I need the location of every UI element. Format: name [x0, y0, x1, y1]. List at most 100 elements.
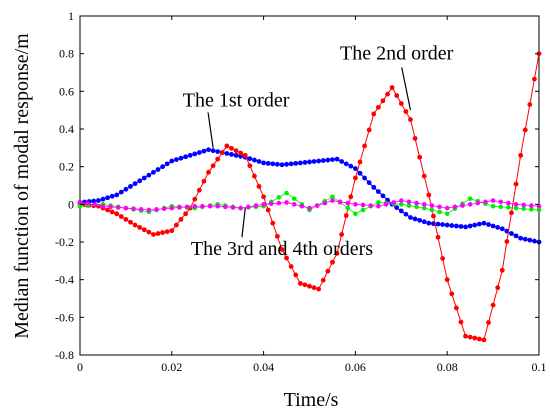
series-point-mode2	[513, 181, 519, 187]
series-point-mode1	[265, 160, 271, 166]
series-point-mode3	[291, 196, 297, 201]
series-point-mode4	[138, 207, 144, 212]
series-point-mode4	[444, 205, 450, 211]
series-point-mode1	[215, 149, 221, 155]
series-point-mode4	[414, 200, 419, 206]
series-point-mode4	[337, 199, 343, 205]
series-point-mode2	[486, 320, 491, 325]
series-point-mode4	[77, 200, 83, 205]
series-point-mode3	[345, 205, 351, 211]
series-point-mode1	[421, 219, 427, 225]
series-point-mode4	[506, 200, 511, 206]
series-point-mode2	[206, 169, 211, 175]
series-point-mode1	[509, 231, 514, 236]
series-point-mode2	[128, 219, 133, 225]
series-point-mode2	[316, 286, 322, 292]
series-point-mode1	[366, 180, 372, 186]
series-point-mode4	[383, 202, 389, 207]
annotation-text: The 2nd order	[340, 42, 454, 64]
series-point-mode2	[444, 277, 450, 283]
series-point-mode1	[109, 193, 115, 199]
series-point-mode4	[452, 204, 458, 210]
series-point-mode1	[458, 224, 464, 229]
series-point-mode2	[252, 173, 257, 179]
series-point-mode2	[421, 173, 427, 179]
series-point-mode1	[472, 222, 478, 228]
y-tick-label: -0.4	[55, 273, 74, 287]
y-tick-group: -0.8 -0.6 -0.4 -0.2 0 0.2 0.4 0.6 0.8 1	[55, 9, 539, 362]
series-point-mode2	[238, 150, 244, 156]
series-point-mode1	[486, 222, 491, 227]
series-point-mode4	[536, 203, 542, 209]
series-point-mode4	[200, 203, 205, 209]
series-point-mode2	[343, 213, 349, 219]
series-point-mode2	[435, 234, 441, 240]
series-point-mode2	[417, 154, 423, 160]
series-point-mode1	[100, 196, 106, 202]
series-point-mode1	[435, 221, 441, 227]
series-point-mode2	[499, 267, 505, 273]
annotation-leader	[241, 208, 246, 238]
series-point-mode2	[325, 268, 331, 274]
annotation-leader	[401, 67, 412, 111]
series-point-mode1	[123, 186, 129, 192]
series-point-mode2	[210, 163, 216, 169]
series-point-mode3	[376, 200, 381, 205]
series-point-mode4	[307, 205, 312, 211]
x-tick-label: 0.06	[345, 360, 366, 374]
series-point-mode4	[115, 205, 121, 210]
series-point-mode1	[499, 226, 505, 232]
annotation-leader	[207, 112, 214, 148]
series-point-mode1	[229, 152, 234, 157]
series-point-mode2	[481, 337, 487, 343]
series-point-mode2	[173, 222, 179, 228]
series-point-mode4	[483, 199, 488, 205]
series-point-mode3	[490, 203, 496, 209]
series-point-mode3	[444, 211, 450, 217]
series-point-mode2	[261, 194, 266, 200]
series-point-mode4	[154, 207, 159, 212]
series-point-mode4	[169, 205, 175, 211]
y-tick-label: 1	[68, 9, 74, 23]
series-point-mode1	[453, 223, 459, 229]
series-point-mode2	[476, 336, 482, 342]
series-point-mode4	[353, 202, 358, 207]
series-point-mode1	[160, 164, 166, 170]
series-point-mode4	[421, 202, 427, 207]
series-point-mode4	[490, 198, 496, 203]
series-point-mode1	[339, 159, 345, 164]
series-point-mode1	[105, 195, 110, 201]
series-point-mode1	[394, 205, 400, 211]
series-point-mode1	[417, 217, 423, 223]
series-point-mode3	[406, 203, 412, 208]
series-point-mode1	[311, 159, 317, 164]
series-point-mode4	[391, 200, 396, 205]
series-point-mode2	[527, 102, 533, 107]
series-point-mode1	[320, 158, 326, 163]
x-axis-label: Time/s	[284, 389, 339, 411]
series-point-mode4	[467, 202, 473, 207]
series-point-mode2	[247, 163, 253, 169]
series-point-mode1	[527, 237, 533, 243]
series-point-mode1	[334, 156, 340, 162]
series-point-mode2	[385, 91, 390, 97]
series-point-mode1	[274, 161, 280, 167]
series-point-mode1	[288, 161, 294, 167]
x-tick-label: 0.1	[532, 360, 547, 374]
series-point-mode4	[284, 200, 289, 205]
series-point-mode4	[291, 202, 297, 207]
series-point-mode4	[85, 201, 90, 207]
series-point-mode4	[276, 200, 282, 206]
series-point-mode2	[256, 184, 262, 189]
y-tick-label: -0.2	[55, 235, 74, 249]
series-point-mode4	[314, 203, 320, 208]
series-point-mode2	[472, 335, 478, 341]
series-point-mode2	[151, 232, 156, 237]
y-tick-label: 0.6	[59, 84, 74, 98]
series-point-mode2	[105, 207, 110, 213]
series-point-mode2	[380, 98, 386, 104]
series-point-mode4	[230, 205, 236, 210]
series-point-mode2	[196, 187, 202, 193]
series-point-mode2	[453, 305, 459, 311]
